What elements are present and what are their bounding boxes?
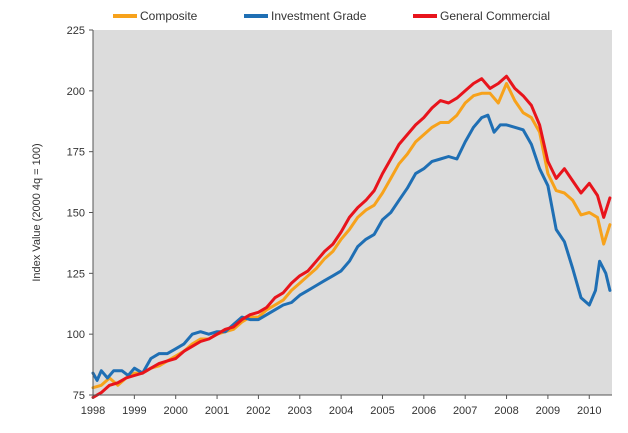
legend-label-composite: Composite bbox=[140, 9, 198, 23]
legend-label-general-commercial: General Commercial bbox=[440, 9, 550, 23]
y-tick-label: 200 bbox=[67, 86, 85, 98]
x-tick-label: 1998 bbox=[81, 405, 105, 417]
y-tick-label: 225 bbox=[67, 25, 85, 37]
y-tick-label: 100 bbox=[67, 329, 85, 341]
x-tick-label: 2002 bbox=[246, 405, 270, 417]
legend: Composite Investment Grade General Commerc… bbox=[113, 9, 550, 23]
x-tick-label: 2004 bbox=[329, 405, 353, 417]
x-tick-label: 2006 bbox=[412, 405, 436, 417]
x-tick-label: 2000 bbox=[163, 405, 187, 417]
x-tick-label: 1999 bbox=[122, 405, 146, 417]
y-tick-label: 125 bbox=[67, 268, 85, 280]
x-tick-label: 2007 bbox=[453, 405, 477, 417]
y-tick-label: 75 bbox=[73, 390, 85, 402]
series-line-investment-grade bbox=[91, 113, 612, 382]
y-axis-title: Index Value (2000 4q = 100) bbox=[31, 143, 43, 281]
y-tick-label: 175 bbox=[67, 147, 85, 159]
y-axis: 75 100 125 150 175 200 225 bbox=[67, 25, 93, 402]
x-tick-label: 2001 bbox=[205, 405, 229, 417]
y-tick-label: 150 bbox=[67, 208, 85, 220]
x-tick-label: 2010 bbox=[577, 405, 601, 417]
legend-label-investment-grade: Investment Grade bbox=[271, 9, 367, 23]
x-axis: 1998 1999 2000 2001 2002 2003 2004 2005 2006 2007… bbox=[81, 395, 601, 417]
x-tick-label: 2003 bbox=[288, 405, 312, 417]
series-line-general-commercial bbox=[91, 74, 612, 399]
x-tick-label: 2008 bbox=[494, 405, 518, 417]
x-tick-label: 2009 bbox=[536, 405, 560, 417]
series-layer bbox=[91, 74, 612, 399]
x-tick-label: 2005 bbox=[370, 405, 394, 417]
